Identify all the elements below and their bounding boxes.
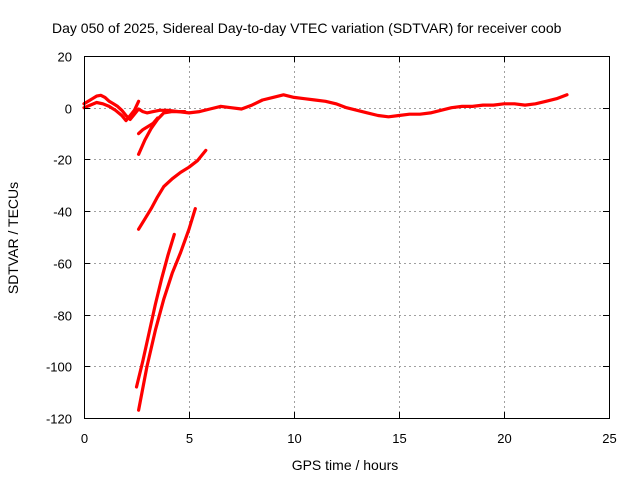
x-tick-label: 10 bbox=[287, 431, 301, 446]
ticks bbox=[84, 56, 610, 419]
y-tick-label: -60 bbox=[53, 257, 72, 272]
y-tick-label: -100 bbox=[46, 360, 72, 375]
x-tick-label: 0 bbox=[81, 431, 88, 446]
series-trace-to-2p6 bbox=[137, 116, 160, 136]
chart-title: Day 050 of 2025, Sidereal Day-to-day VTE… bbox=[52, 20, 562, 36]
x-axis-label: GPS time / hours bbox=[292, 457, 399, 473]
x-tick-label: 15 bbox=[392, 431, 406, 446]
x-tick-label: 25 bbox=[602, 431, 616, 446]
y-tick-label: -80 bbox=[53, 309, 72, 324]
y-tick-label: 0 bbox=[65, 102, 72, 117]
y-tick-label: -40 bbox=[53, 205, 72, 220]
y-tick-label: -120 bbox=[46, 412, 72, 427]
series-trace-to-2p5 bbox=[137, 110, 187, 156]
series-group bbox=[82, 93, 569, 412]
plot-frame bbox=[84, 56, 610, 419]
x-tick-label: 5 bbox=[186, 431, 193, 446]
x-tick-label: 20 bbox=[497, 431, 511, 446]
tick-labels: 0 5 10 15 20 25 20 0 -20 -40 -60 -80 -100 -120 bbox=[46, 50, 617, 447]
series-steep-trace-b bbox=[137, 207, 197, 412]
series-trace-to-5p8 bbox=[137, 148, 208, 231]
series-main-trace bbox=[82, 93, 569, 121]
series-steep-trace-a bbox=[134, 232, 176, 389]
y-tick-label: 20 bbox=[58, 50, 72, 65]
y-axis-label: SDTVAR / TECUs bbox=[5, 182, 21, 294]
series-early-loop bbox=[82, 99, 141, 123]
y-tick-label: -20 bbox=[53, 153, 72, 168]
